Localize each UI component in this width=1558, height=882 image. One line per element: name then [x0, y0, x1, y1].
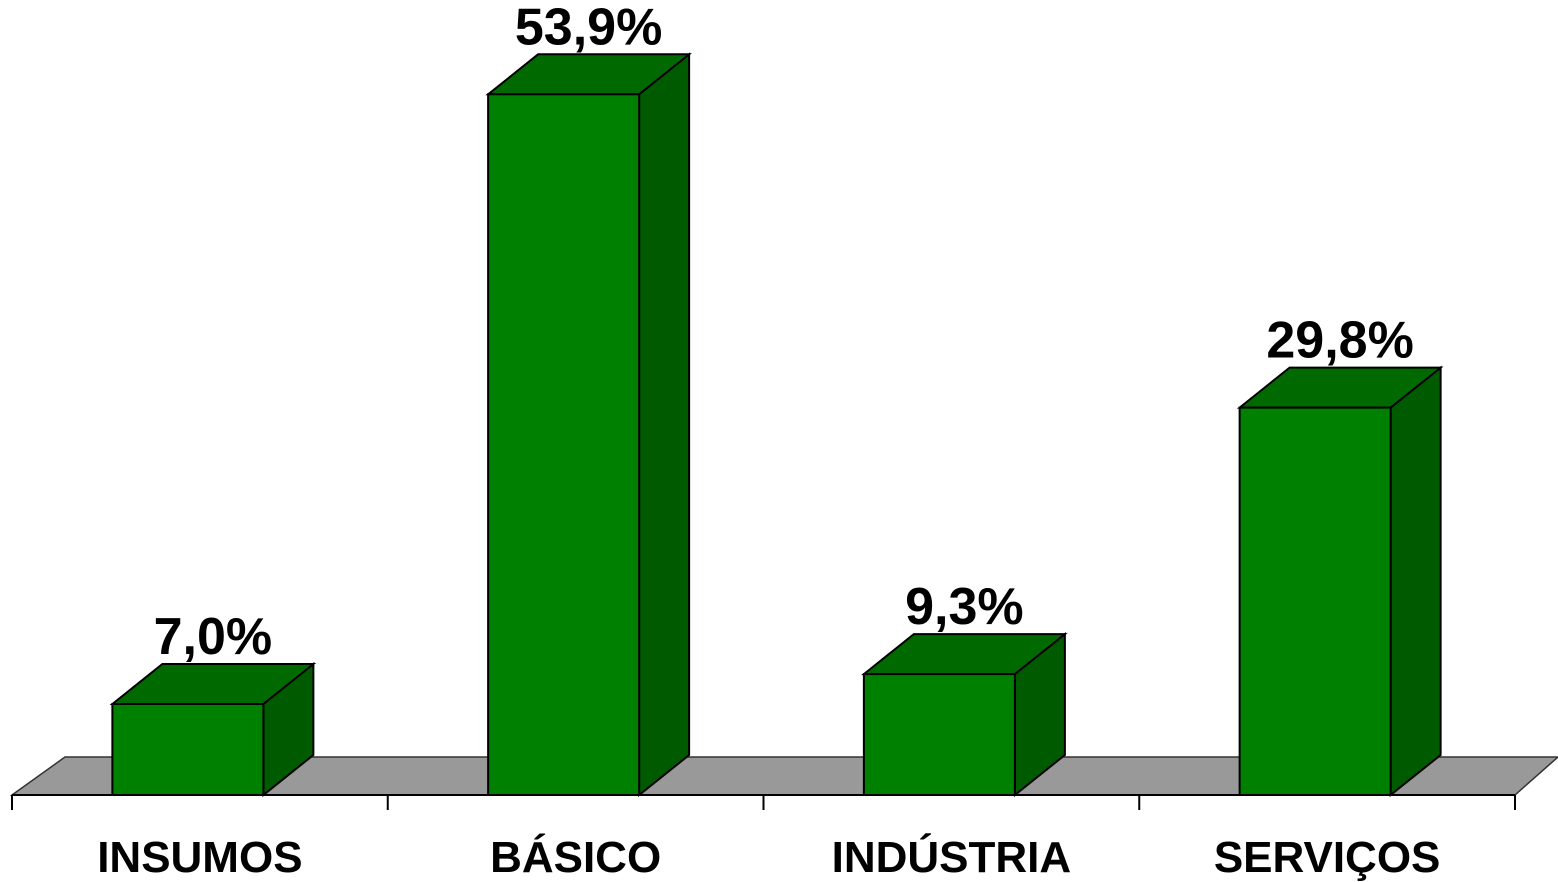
- value-label: 7,0%: [154, 608, 273, 666]
- bar: [112, 704, 263, 795]
- value-label: 29,8%: [1266, 312, 1413, 370]
- bar-side: [1391, 368, 1441, 795]
- category-label: BÁSICO: [490, 832, 661, 882]
- chart: 7,0% INSUMOS 53,9% BÁSICO 9,3% INDÚSTRIA 29,8%…: [0, 0, 1558, 882]
- bar: [864, 674, 1015, 795]
- category-label: INSUMOS: [97, 833, 302, 882]
- category-label: SERVIÇOS: [1214, 833, 1441, 882]
- value-label: 53,9%: [515, 0, 662, 56]
- category-label: INDÚSTRIA: [832, 832, 1072, 882]
- bar: [1240, 408, 1391, 795]
- bar: [488, 94, 639, 795]
- value-label: 9,3%: [905, 578, 1024, 636]
- bar-side: [639, 54, 689, 795]
